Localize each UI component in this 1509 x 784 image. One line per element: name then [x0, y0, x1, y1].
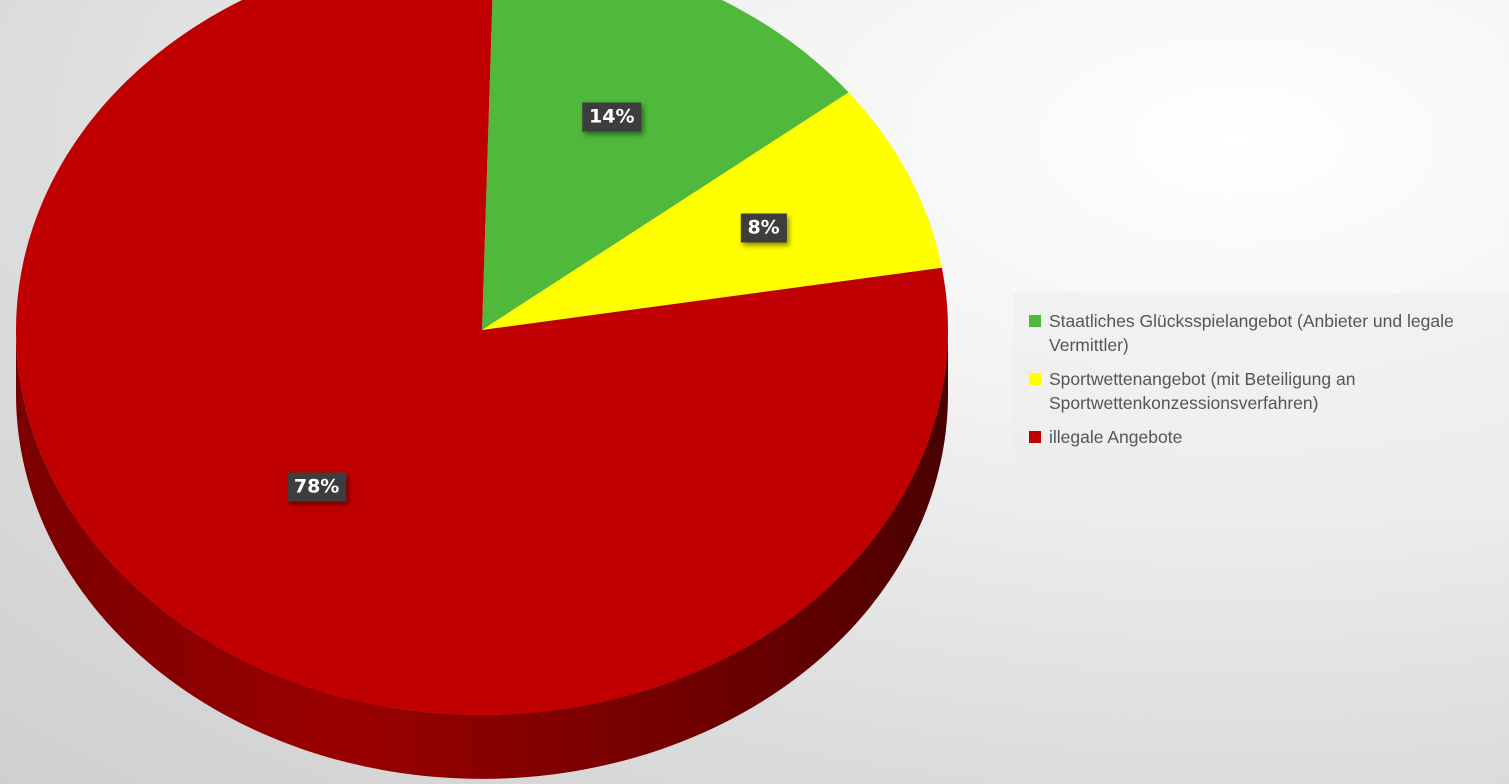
legend-item-illegale-angebote: illegale Angebote: [1029, 425, 1509, 449]
pie-slice-illegale-angebote: [16, 0, 948, 715]
legend-label: Staatliches Glücksspielangebot (Anbieter…: [1049, 311, 1454, 355]
legend-item-sportwettenangebot: Sportwettenangebot (mit Beteiligung an S…: [1029, 367, 1509, 415]
legend-label: illegale Angebote: [1049, 427, 1183, 447]
pie-chart-svg: [16, 0, 948, 779]
legend-label: Sportwettenangebot (mit Beteiligung an S…: [1049, 369, 1356, 413]
pie-slice-sportwettenangebot: [482, 92, 942, 330]
legend-item-staatliches-gluecksspielangebot: Staatliches Glücksspielangebot (Anbieter…: [1029, 309, 1509, 357]
pie-side-band: [16, 330, 948, 779]
pie-chart: 14% 8% 78%: [16, 0, 948, 779]
data-label-8: 8%: [740, 213, 787, 243]
data-label-78: 78%: [286, 472, 347, 502]
legend-swatch-red: [1029, 431, 1041, 443]
data-label-14: 14%: [582, 102, 642, 132]
legend-swatch-yellow: [1029, 373, 1041, 385]
pie-slice-staatliches-gluecksspielangebot: [482, 0, 849, 330]
legend-swatch-green: [1029, 315, 1041, 327]
chart-legend: Staatliches Glücksspielangebot (Anbieter…: [1013, 293, 1509, 522]
